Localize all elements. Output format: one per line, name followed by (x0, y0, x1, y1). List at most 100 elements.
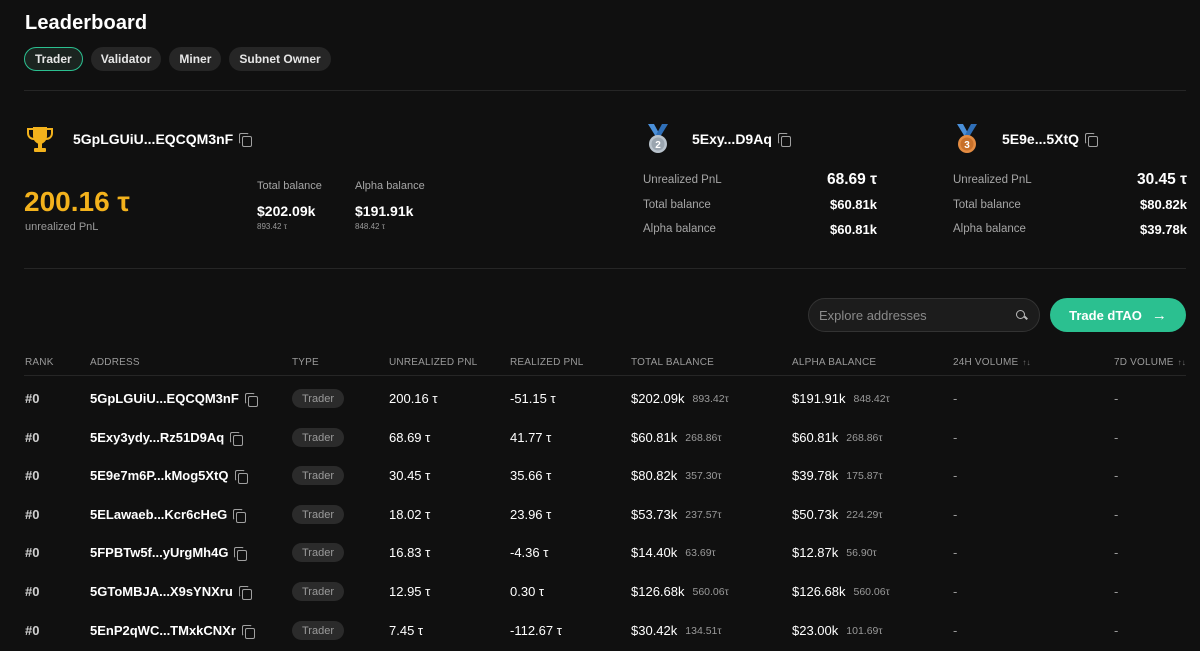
col-7d-volume[interactable]: 7D VOLUME ↑↓ (1114, 357, 1186, 368)
total-balance-tau: 63.69τ (685, 546, 716, 559)
rank-cell: #0 (25, 584, 40, 599)
alpha-balance-usd: $126.68k (792, 584, 846, 599)
address-cell[interactable]: 5ELawaeb...Kcr6cHeG (90, 495, 247, 534)
7d-volume-cell: - (1114, 391, 1119, 406)
table-row[interactable]: #0 5FPBTw5f...yUrgMh4G Trader 16.83 τ -4… (0, 533, 1200, 572)
col-unrealized-pnl: UNREALIZED PNL (389, 357, 478, 368)
table-row[interactable]: #0 5Exy3ydy...Rz51D9Aq Trader 68.69 τ 41… (0, 418, 1200, 457)
tab-subnet-owner[interactable]: Subnet Owner (229, 47, 331, 71)
third-trader-address-text: 5E9e...5XtQ (1002, 131, 1080, 147)
address-cell[interactable]: 5GpLGUiU...EQCQM3nF (90, 379, 258, 418)
realized-pnl-cell: 35.66 τ (510, 468, 552, 483)
address-text: 5Exy3ydy...Rz51D9Aq (90, 430, 225, 445)
copy-icon[interactable] (238, 585, 252, 600)
address-cell[interactable]: 5EnP2qWC...TMxkCNXr (90, 611, 255, 650)
alpha-balance-cell: $126.68k 560.06τ (792, 572, 890, 611)
realized-pnl-cell: 41.77 τ (510, 430, 552, 445)
7d-volume-cell: - (1114, 545, 1119, 560)
24h-volume-cell: - (953, 507, 958, 522)
table-row[interactable]: #0 5GpLGUiU...EQCQM3nF Trader 200.16 τ -… (0, 379, 1200, 418)
address-cell[interactable]: 5Exy3ydy...Rz51D9Aq (90, 418, 244, 457)
total-balance-cell: $14.40k 63.69τ (631, 533, 716, 572)
alpha-balance-cell: $39.78k 175.87τ (792, 456, 883, 495)
total-balance-value: $202.09k (257, 203, 316, 219)
sort-icon[interactable]: ↑↓ (1022, 358, 1031, 367)
realized-pnl-cell: -51.15 τ (510, 391, 556, 406)
unrealized-pnl-value: 68.69 τ (826, 171, 877, 189)
address-text: 5EnP2qWC...TMxkCNXr (90, 623, 236, 638)
total-balance-cell: $126.68k 560.06τ (631, 572, 729, 611)
total-balance-tau: 237.57τ (685, 508, 722, 521)
col-24h-volume[interactable]: 24H VOLUME ↑↓ (953, 357, 1031, 368)
alpha-balance-value: $60.81k (830, 221, 877, 237)
alpha-balance-label: Alpha balance (953, 223, 1026, 236)
24h-volume-cell: - (953, 545, 958, 560)
total-balance-label: Total balance (257, 180, 322, 192)
alpha-balance-tau: 224.29τ (846, 508, 883, 521)
rank-cell: #0 (25, 507, 40, 522)
search-icon[interactable] (1016, 309, 1027, 321)
address-text: 5E9e7m6P...kMog5XtQ (90, 468, 229, 483)
address-cell[interactable]: 5FPBTw5f...yUrgMh4G (90, 533, 248, 572)
copy-icon[interactable] (234, 546, 248, 561)
copy-icon[interactable] (230, 431, 244, 446)
search-box[interactable] (808, 298, 1040, 332)
unrealized-pnl-value: 30.45 τ (1136, 171, 1187, 189)
alpha-balance-tau: 848.42 τ (355, 222, 385, 231)
medal-2-icon: 2 (648, 124, 668, 153)
table-row[interactable]: #0 5E9e7m6P...kMog5XtQ Trader 30.45 τ 35… (0, 456, 1200, 495)
second-trader-stats: Unrealized PnL 68.69 τ Total balance $60… (643, 168, 877, 242)
alpha-balance-cell: $50.73k 224.29τ (792, 495, 883, 534)
table-row[interactable]: #0 5GToMBJA...X9sYNXru Trader 12.95 τ 0.… (0, 572, 1200, 611)
copy-icon[interactable] (234, 469, 248, 484)
tab-trader[interactable]: Trader (24, 47, 83, 71)
unrealized-pnl-cell: 68.69 τ (389, 430, 431, 445)
third-trader-address[interactable]: 5E9e...5XtQ (1002, 131, 1099, 147)
type-badge: Trader (292, 505, 344, 524)
24h-volume-cell: - (953, 468, 958, 483)
copy-icon[interactable] (777, 133, 791, 147)
tab-miner[interactable]: Miner (169, 47, 222, 71)
7d-volume-cell: - (1114, 468, 1119, 483)
search-input[interactable] (819, 307, 1016, 323)
trade-dtao-button[interactable]: Trade dTAO → (1050, 298, 1186, 332)
copy-icon[interactable] (1085, 133, 1099, 147)
rank-cell: #0 (25, 430, 40, 445)
realized-pnl-cell: -4.36 τ (510, 545, 549, 560)
address-cell[interactable]: 5GToMBJA...X9sYNXru (90, 572, 252, 611)
top-trader-address[interactable]: 5GpLGUiU...EQCQM3nF (73, 131, 253, 147)
role-tabs: Trader Validator Miner Subnet Owner (24, 47, 331, 71)
unrealized-pnl-cell: 18.02 τ (389, 507, 431, 522)
unrealized-pnl-cell: 7.45 τ (389, 623, 424, 638)
total-balance-tau: 560.06τ (692, 585, 729, 598)
second-trader-address[interactable]: 5Exy...D9Aq (692, 131, 791, 147)
alpha-balance-usd: $39.78k (792, 468, 839, 483)
unrealized-pnl-cell: 200.16 τ (389, 391, 438, 406)
copy-icon[interactable] (233, 508, 247, 523)
copy-icon[interactable] (239, 133, 253, 147)
alpha-balance-usd: $191.91k (792, 391, 846, 406)
divider (24, 90, 1186, 91)
total-balance-cell: $53.73k 237.57τ (631, 495, 722, 534)
copy-icon[interactable] (244, 392, 258, 407)
top-trader-total-balance: Total balance $202.09k 893.42 τ (257, 180, 322, 231)
24h-volume-cell: - (953, 391, 958, 406)
trophy-icon (27, 127, 53, 152)
type-cell: Trader (292, 379, 344, 418)
address-text: 5GToMBJA...X9sYNXru (90, 584, 233, 599)
24h-volume-cell: - (953, 584, 958, 599)
unrealized-pnl-cell: 12.95 τ (389, 584, 431, 599)
sort-icon[interactable]: ↑↓ (1177, 358, 1186, 367)
table-row[interactable]: #0 5EnP2qWC...TMxkCNXr Trader 7.45 τ -11… (0, 611, 1200, 650)
copy-icon[interactable] (241, 624, 255, 639)
alpha-balance-usd: $23.00k (792, 623, 839, 638)
second-trader-address-text: 5Exy...D9Aq (692, 131, 772, 147)
col-rank: RANK (25, 357, 54, 368)
alpha-balance-cell: $60.81k 268.86τ (792, 418, 883, 457)
table-row[interactable]: #0 5ELawaeb...Kcr6cHeG Trader 18.02 τ 23… (0, 495, 1200, 534)
tab-validator[interactable]: Validator (90, 47, 162, 71)
col-total-balance: TOTAL BALANCE (631, 357, 714, 368)
rank-cell: #0 (25, 623, 40, 638)
address-cell[interactable]: 5E9e7m6P...kMog5XtQ (90, 456, 248, 495)
table-header-divider (24, 375, 1186, 376)
